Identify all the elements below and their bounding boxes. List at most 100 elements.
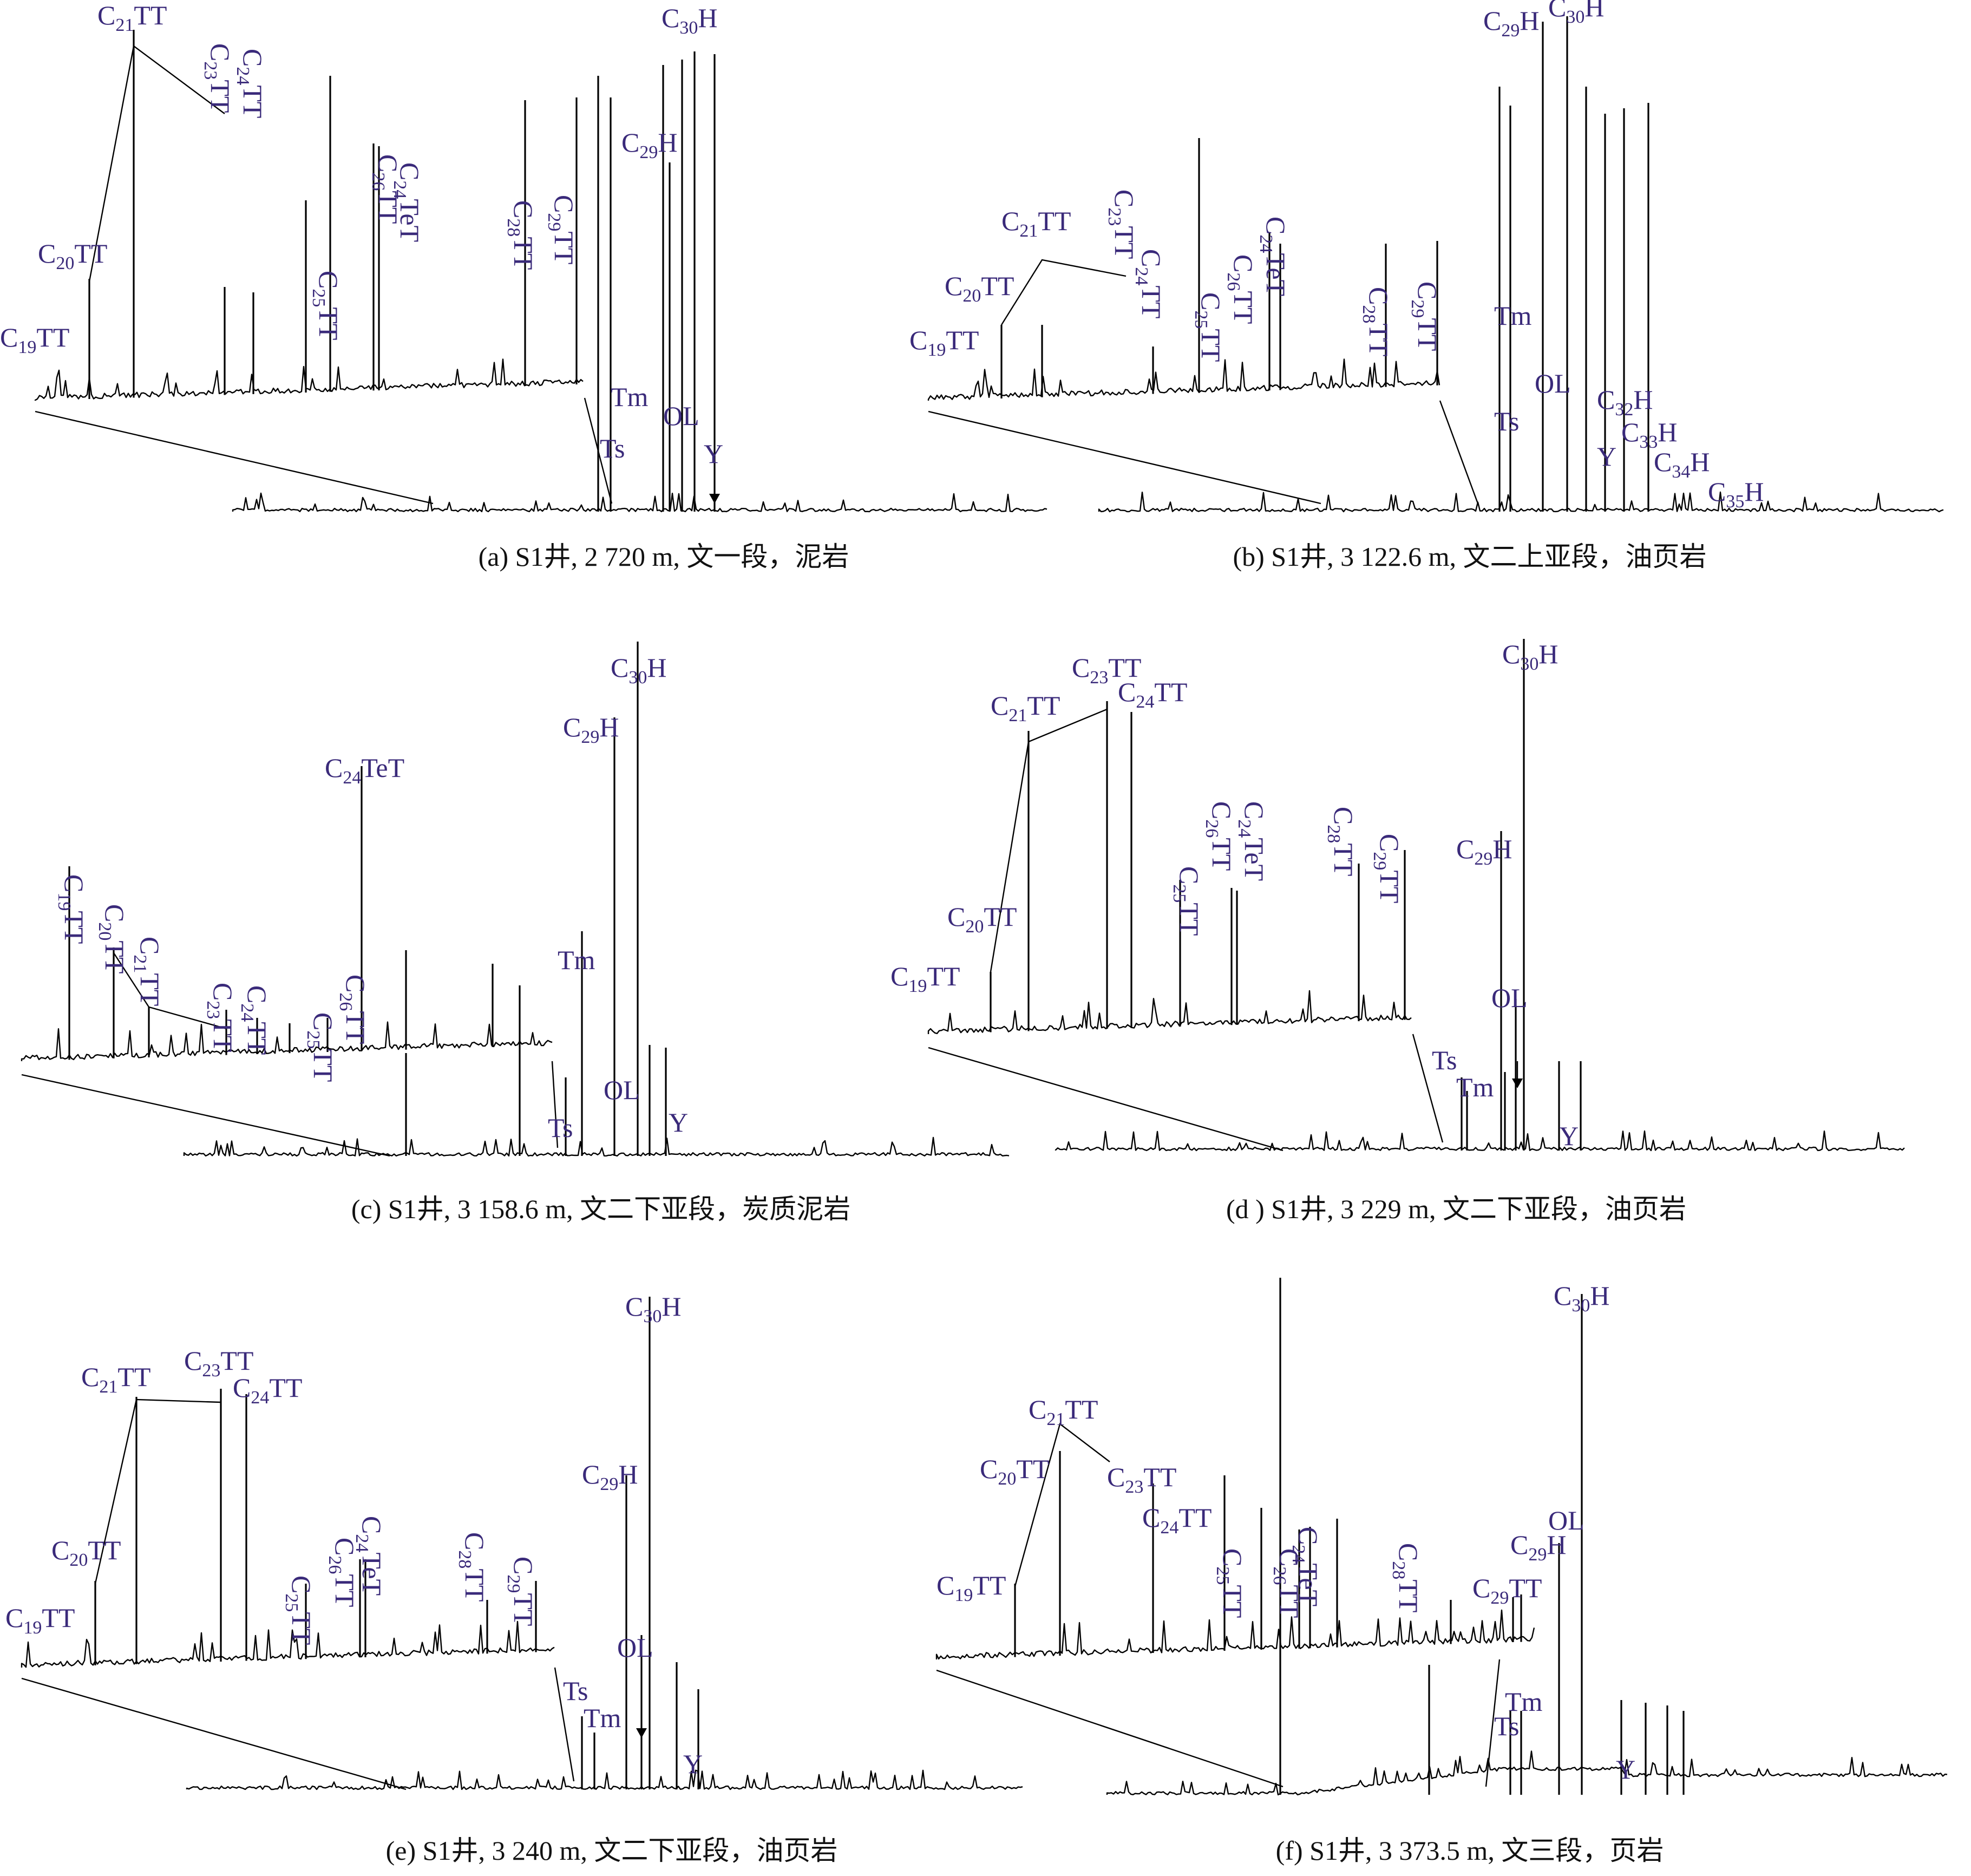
peak-label-inset: C26TT (368, 154, 403, 224)
peak-label-inset: C19TT (890, 961, 960, 996)
peak-label-inset: C26TT (336, 975, 371, 1044)
peak-label-inset: C21TT (81, 1362, 150, 1397)
panel-caption: (d ) S1井, 3 229 m, 文二下亚段，油页岩 (1226, 1194, 1686, 1224)
peak-label-inset: C25TT (1169, 866, 1204, 936)
peak-label-inset: C23TT (203, 983, 238, 1052)
peak-label-inset: C24TT (233, 1372, 302, 1408)
peak-label-main: Ts (1494, 406, 1520, 436)
peak-label-inset: C19TT (0, 322, 69, 357)
peak-label-main: Tm (584, 1703, 621, 1733)
peak-label-main: Y (683, 1749, 703, 1779)
peak-label-main: C34H (1654, 447, 1710, 482)
peak-label-inset: C23TT (1072, 652, 1141, 688)
peak-label-inset: C28TT (1359, 287, 1394, 356)
peak-label-main: C29H (582, 1459, 638, 1494)
peak-label-inset: C23TT (1107, 1462, 1176, 1497)
connector-line (21, 1074, 390, 1157)
peak-label-inset: C21TT (1001, 206, 1071, 241)
peak-label-inset: C28TT (455, 1532, 490, 1602)
peak-label-main: Y (669, 1107, 688, 1138)
connector-line (584, 397, 613, 504)
main-trace (1055, 1130, 1905, 1152)
peak-label-inset: C24TeT (1256, 217, 1291, 296)
main-trace (1098, 491, 1944, 513)
peak-label-inset: C23TT (200, 43, 235, 113)
peak-label-main: C29H (621, 127, 677, 162)
main-trace (183, 1136, 1010, 1157)
peak-label-inset: C28TT (503, 200, 539, 270)
connector-line (94, 1398, 221, 1584)
panel-caption: (f) S1井, 3 373.5 m, 文三段，页岩 (1276, 1835, 1664, 1866)
peak-label-main: C29H (1510, 1529, 1566, 1565)
peak-label-inset: C21TT (1029, 1394, 1098, 1429)
peak-label-main: Tm (611, 382, 649, 412)
inset-trace (34, 358, 584, 401)
panel-caption: (e) S1井, 3 240 m, 文二下亚段，油页岩 (386, 1835, 838, 1866)
connector-line (1000, 259, 1127, 325)
connector-line (1485, 1659, 1501, 1787)
peak-label-main: OL (1535, 368, 1571, 398)
chromatogram-panel: C19TTC20TTC21TTC23TTC24TTC25TTC26TTC24Te… (0, 0, 1047, 572)
connector-line (35, 410, 434, 505)
peak-label-main: C30H (662, 3, 717, 38)
connector-line (1014, 1422, 1110, 1587)
peak-label-inset: C21TT (991, 690, 1060, 725)
peak-label-main: Ts (1432, 1045, 1457, 1075)
connector-line (928, 410, 1321, 505)
peak-label-inset: C20TT (38, 238, 107, 273)
peak-label-inset: C24TT (1142, 1502, 1212, 1538)
peak-label-main: C30H (1554, 1280, 1609, 1316)
peak-label-main: Y (704, 439, 723, 469)
peak-label-inset: C20TT (980, 1454, 1049, 1489)
peak-label-main: Ts (548, 1113, 573, 1143)
peak-label-inset: C20TT (51, 1535, 121, 1570)
peak-label-main: Ts (563, 1676, 588, 1706)
peak-label-inset: C25TT (1213, 1548, 1248, 1618)
inset-trace (927, 358, 1440, 401)
arrow-head-icon (709, 494, 720, 504)
peak-label-inset: C24TT (233, 49, 268, 118)
peak-label-inset: C29TT (1370, 834, 1405, 903)
peak-label-main: C33H (1621, 417, 1677, 452)
peak-label-inset: C20TT (947, 901, 1017, 937)
peak-label-main: C30H (1502, 639, 1558, 674)
peak-label-inset: C29TT (1407, 282, 1443, 351)
panel-caption: (a) S1井, 2 720 m, 文一段，泥岩 (479, 541, 849, 572)
connector-line (88, 44, 225, 282)
peak-label-inset: C26TT (1269, 1548, 1305, 1618)
chromatogram-panel: C19TTC20TTC21TTC23TTC24TTC25TTC26TTC24Te… (5, 1291, 1023, 1866)
peak-label-inset: C23TT (184, 1345, 253, 1381)
peak-label-inset: C21TT (130, 937, 165, 1006)
peak-label-main: C29H (563, 712, 619, 747)
peak-label-main: OL (663, 401, 699, 431)
chromatogram-panel: C19TTC20TTC21TTC23TTC24TTC25TTC26TTC24Te… (935, 1278, 1948, 1866)
peak-label-inset: C19TT (909, 325, 979, 360)
peak-label-main: OL (1491, 983, 1528, 1013)
connector-line (113, 952, 227, 1030)
peak-label-main: Tm (1505, 1687, 1543, 1717)
peak-label-inset: C24TeT (1234, 801, 1269, 881)
arrow-head-icon (1512, 1078, 1523, 1088)
peak-label-inset: C25TT (1191, 292, 1226, 362)
main-trace (232, 492, 1047, 513)
peak-label-main: OL (604, 1075, 640, 1105)
peak-label-inset: C24TT (1131, 249, 1167, 318)
peak-label-main: C30H (1548, 0, 1604, 27)
peak-label-inset: C26TT (1223, 254, 1259, 324)
inset-trace (21, 1021, 553, 1061)
arrow-head-icon (636, 1728, 647, 1738)
peak-label-main: Y (1616, 1754, 1635, 1785)
main-trace (1106, 1750, 1948, 1796)
peak-label-main: Tm (558, 945, 595, 975)
peak-label-main: Tm (1494, 300, 1532, 331)
peak-label-main: OL (617, 1632, 653, 1663)
peak-label-main: C29H (1456, 834, 1512, 869)
inset-trace (927, 990, 1412, 1035)
peak-label-inset: C28TT (1389, 1543, 1424, 1612)
main-trace (186, 1769, 1023, 1790)
panel-caption: (c) S1井, 3 158.6 m, 文二下亚段，炭质泥岩 (351, 1194, 850, 1224)
connector-line (990, 708, 1108, 972)
